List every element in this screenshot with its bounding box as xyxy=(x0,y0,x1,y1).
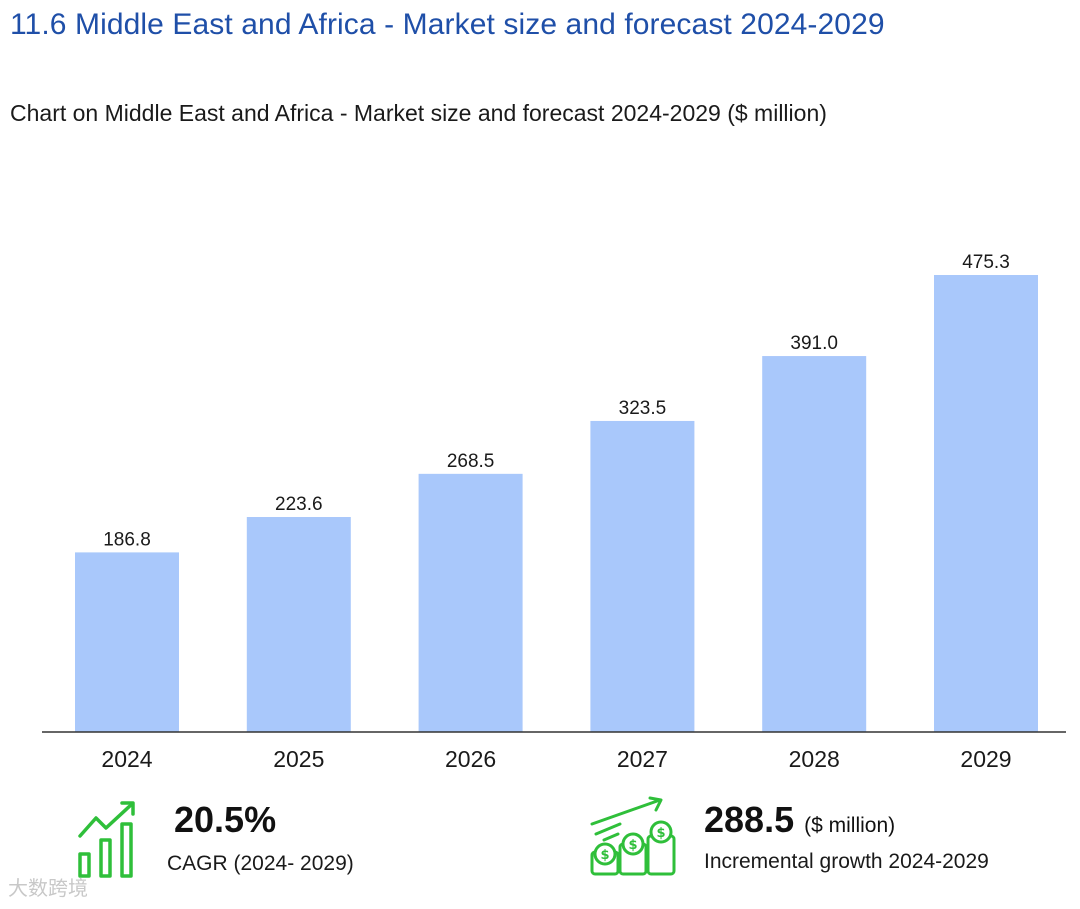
incremental-unit: ($ million) xyxy=(804,814,896,837)
value-label-2025: 223.6 xyxy=(275,494,323,515)
cagr-value: 20.5% xyxy=(174,799,277,840)
svg-text:$: $ xyxy=(600,848,609,863)
bar-2027 xyxy=(590,420,695,732)
value-label-2029: 475.3 xyxy=(962,252,1010,273)
watermark-logo: 大数跨境 xyxy=(8,872,88,901)
chart-title: Chart on Middle East and Africa - Market… xyxy=(10,100,827,126)
bars-layer xyxy=(75,275,1038,732)
value-label-2024: 186.8 xyxy=(103,529,151,550)
section-title: 11.6 Middle East and Africa - Market siz… xyxy=(10,8,885,41)
bar-2026 xyxy=(418,473,523,732)
x-tick-2027: 2027 xyxy=(617,746,668,772)
cagr-label: CAGR (2024- 2029) xyxy=(167,852,354,875)
bar-2025 xyxy=(246,517,351,732)
money-coins-icon: $ $ $ xyxy=(590,796,676,876)
value-label-2028: 391.0 xyxy=(790,333,838,354)
value-label-2027: 323.5 xyxy=(619,398,667,419)
svg-text:$: $ xyxy=(628,838,637,853)
incremental-label: Incremental growth 2024-2029 xyxy=(704,850,989,873)
bar-chart: 186.8 2024 223.6 2025 268.5 2026 323.5 2027 391.… xyxy=(42,252,1066,772)
incremental-value: 288.5 ($ million) xyxy=(704,799,895,841)
watermark-text: 大数跨境 xyxy=(8,876,88,900)
bar-2024 xyxy=(75,552,179,732)
x-tick-2026: 2026 xyxy=(445,746,496,772)
x-tick-2025: 2025 xyxy=(273,746,324,772)
x-tick-2028: 2028 xyxy=(789,746,840,772)
svg-text:$: $ xyxy=(656,826,665,841)
bar-2029 xyxy=(934,275,1038,732)
bar-2028 xyxy=(762,356,867,732)
growth-chart-icon xyxy=(78,801,135,878)
incremental-number: 288.5 xyxy=(704,799,795,840)
x-tick-2024: 2024 xyxy=(101,746,152,772)
value-label-2026: 268.5 xyxy=(447,451,495,472)
x-tick-2029: 2029 xyxy=(960,746,1011,772)
labels-layer: 186.8 2024 223.6 2025 268.5 2026 323.5 2027 391.… xyxy=(101,252,1011,772)
